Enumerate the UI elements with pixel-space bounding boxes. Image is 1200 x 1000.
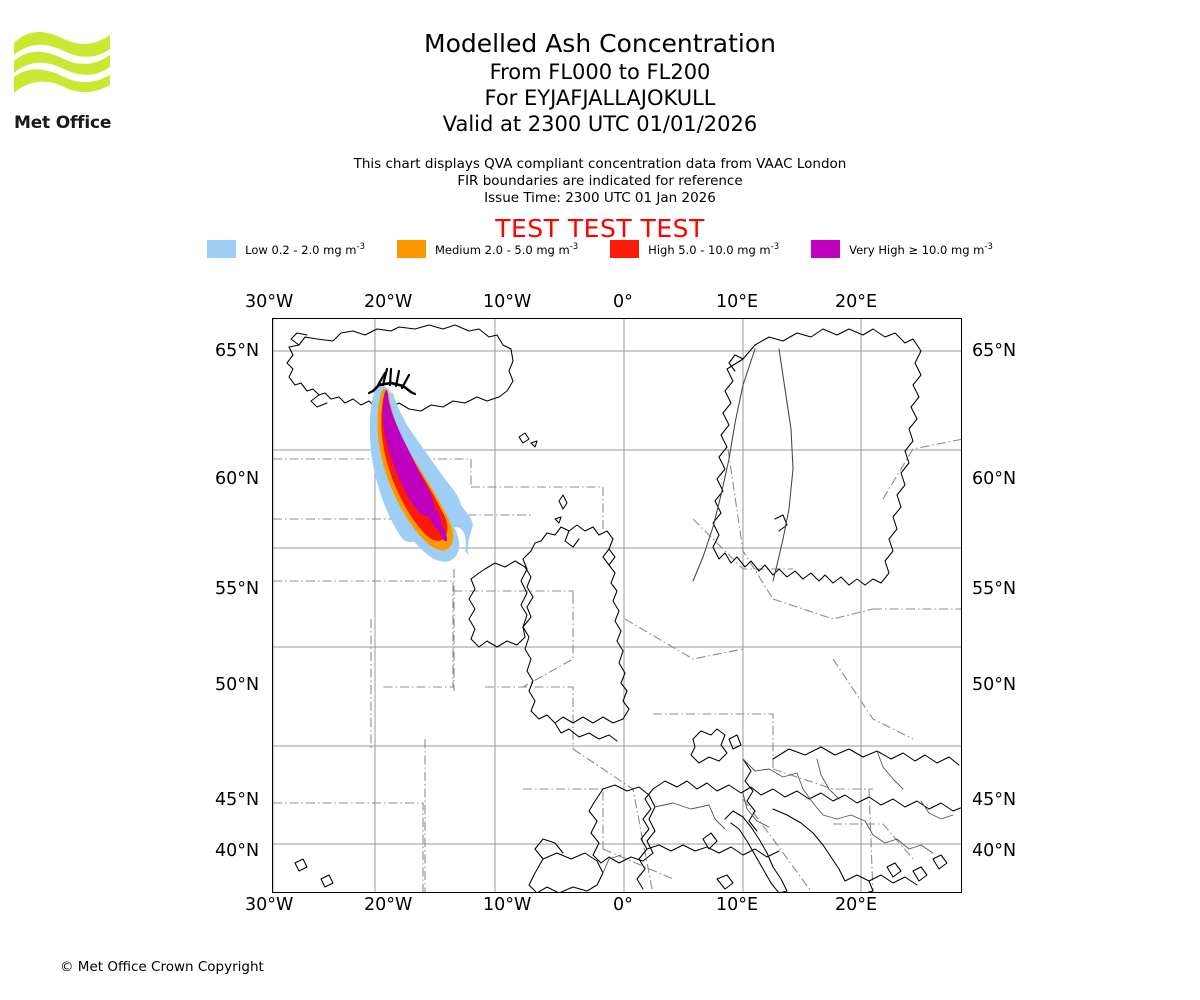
title-line-4: Valid at 2300 UTC 01/01/2026: [442, 112, 758, 136]
lon-label-bottom-1: 20°W: [364, 895, 413, 915]
lon-label-top-4: 10°E: [716, 292, 759, 312]
lat-label-right-3: 50°N: [972, 675, 1017, 695]
logo-wordmark: Met Office: [14, 113, 112, 133]
lon-label-bottom-5: 20°E: [835, 895, 878, 915]
subtitle-line-2: FIR boundaries are indicated for referen…: [457, 173, 743, 189]
title-line-3: For EYJAFJALLAJOKULL: [484, 86, 716, 110]
lon-label-bottom-0: 30°W: [245, 895, 294, 915]
met-office-logo: Met Office: [12, 25, 132, 133]
lat-label-right-0: 65°N: [972, 341, 1017, 361]
legend-swatch-high: [610, 240, 640, 258]
legend-swatch-medium: [396, 240, 426, 258]
legend-swatch-low: [207, 240, 237, 258]
legend-label-medium: Medium 2.0 - 5.0 mg m-3: [434, 241, 579, 257]
lon-label-bottom-3: 0°: [613, 895, 633, 915]
lat-label-right-2: 55°N: [972, 579, 1017, 599]
legend-item-medium: Medium 2.0 - 5.0 mg m-3: [396, 240, 579, 258]
lon-label-top-1: 20°W: [364, 292, 413, 312]
lat-label-left-0: 65°N: [215, 341, 260, 361]
title-line-1: Modelled Ash Concentration: [424, 29, 776, 58]
coastlines: [286, 324, 961, 892]
fir-boundaries: [273, 438, 961, 892]
legend-item-high: High 5.0 - 10.0 mg m-3: [610, 240, 779, 258]
test-banner: TEST TEST TEST: [495, 214, 705, 243]
legend-sup-low: -3: [356, 241, 365, 252]
copyright-text: © Met Office Crown Copyright: [60, 959, 264, 975]
lon-label-top-3: 0°: [613, 292, 633, 312]
ash-concentration-map[interactable]: [272, 318, 962, 893]
lat-label-left-1: 60°N: [215, 469, 260, 489]
lat-label-right-1: 60°N: [972, 469, 1017, 489]
legend-item-low: Low 0.2 - 2.0 mg m-3: [207, 240, 365, 258]
lon-label-bottom-4: 10°E: [716, 895, 759, 915]
volcano-symbol: [367, 367, 417, 396]
chart-subtitle-block: This chart displays QVA compliant concen…: [0, 156, 1200, 207]
map-frame: [272, 318, 962, 893]
met-office-waves-icon: [14, 32, 110, 93]
map-canvas: [273, 319, 961, 892]
chart-title-block: Modelled Ash Concentration From FL000 to…: [0, 28, 1200, 137]
legend-label-low: Low 0.2 - 2.0 mg m-3: [245, 241, 365, 257]
plume-core-dot: [435, 525, 447, 542]
subtitle-line-3: Issue Time: 2300 UTC 01 Jan 2026: [484, 190, 716, 206]
lon-label-bottom-2: 10°W: [483, 895, 532, 915]
plume-contour-very-high: [382, 389, 434, 517]
lon-label-top-0: 30°W: [245, 292, 294, 312]
lat-label-right-5: 40°N: [972, 841, 1017, 861]
lon-label-top-2: 10°W: [483, 292, 532, 312]
subtitle-line-1: This chart displays QVA compliant concen…: [353, 156, 847, 172]
legend-swatch-very-high: [811, 240, 841, 258]
lat-label-left-4: 45°N: [215, 790, 260, 810]
legend-sup-medium: -3: [569, 241, 579, 252]
legend-label-very-high: Very High ≥ 10.0 mg m-3: [849, 241, 993, 257]
legend-label-high: High 5.0 - 10.0 mg m-3: [648, 241, 780, 257]
legend-sup-high: -3: [770, 241, 780, 252]
title-line-2: From FL000 to FL200: [489, 60, 711, 84]
plume-core-streak: [413, 485, 442, 530]
lat-label-right-4: 45°N: [972, 790, 1017, 810]
lon-label-top-5: 20°E: [835, 292, 878, 312]
lat-label-left-5: 40°N: [215, 841, 260, 861]
legend-sup-very-high: -3: [984, 241, 993, 252]
concentration-legend: Low 0.2 - 2.0 mg m-3 Medium 2.0 - 5.0 mg…: [0, 240, 1200, 258]
legend-item-very-high: Very High ≥ 10.0 mg m-3: [811, 240, 993, 258]
lat-label-left-2: 55°N: [215, 579, 260, 599]
ash-plume: [369, 385, 473, 562]
lat-label-left-3: 50°N: [215, 675, 260, 695]
